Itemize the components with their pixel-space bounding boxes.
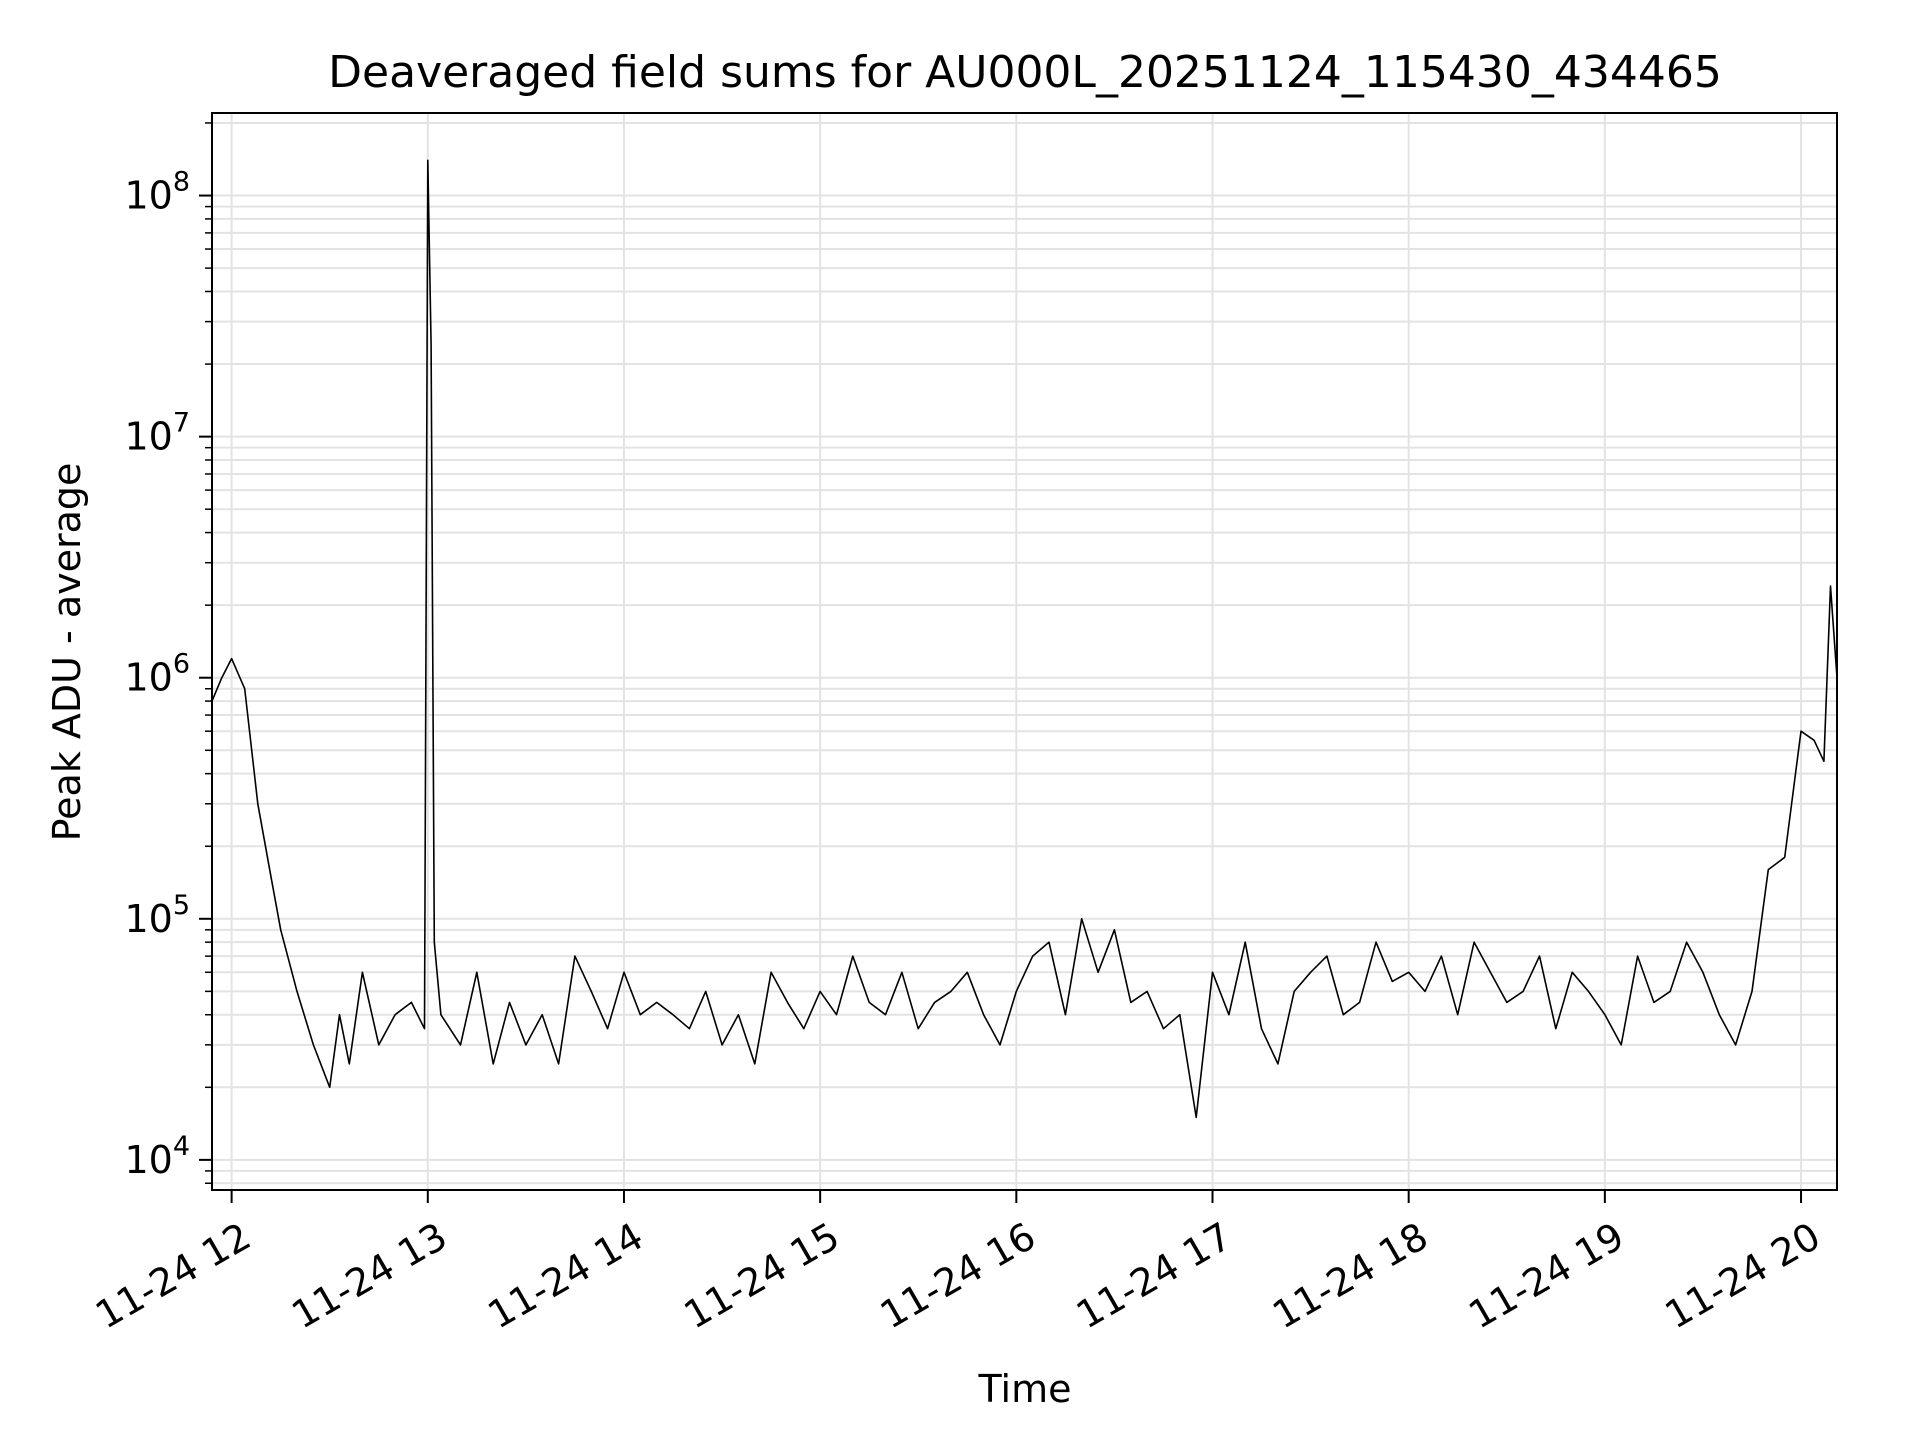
y-tick-label: 108 (124, 167, 190, 218)
y-axis: 104 105 106 107 108 (124, 122, 212, 1184)
plot-area-frame (211, 112, 1838, 1191)
series-layer (211, 159, 1838, 1119)
chart-title: Deaveraged field sums for AU000L_2025112… (328, 47, 1722, 98)
y-tick-label: 107 (124, 408, 190, 459)
y-tick-label: 104 (124, 1131, 190, 1182)
y-tick-label: 106 (124, 649, 190, 700)
y-axis-label: Peak ADU - average (45, 463, 89, 842)
x-axis-label: Time (978, 1367, 1072, 1411)
minor-gridlines (212, 121, 1837, 1185)
series-line (211, 159, 1838, 1119)
y-tick-label: 105 (124, 890, 190, 941)
